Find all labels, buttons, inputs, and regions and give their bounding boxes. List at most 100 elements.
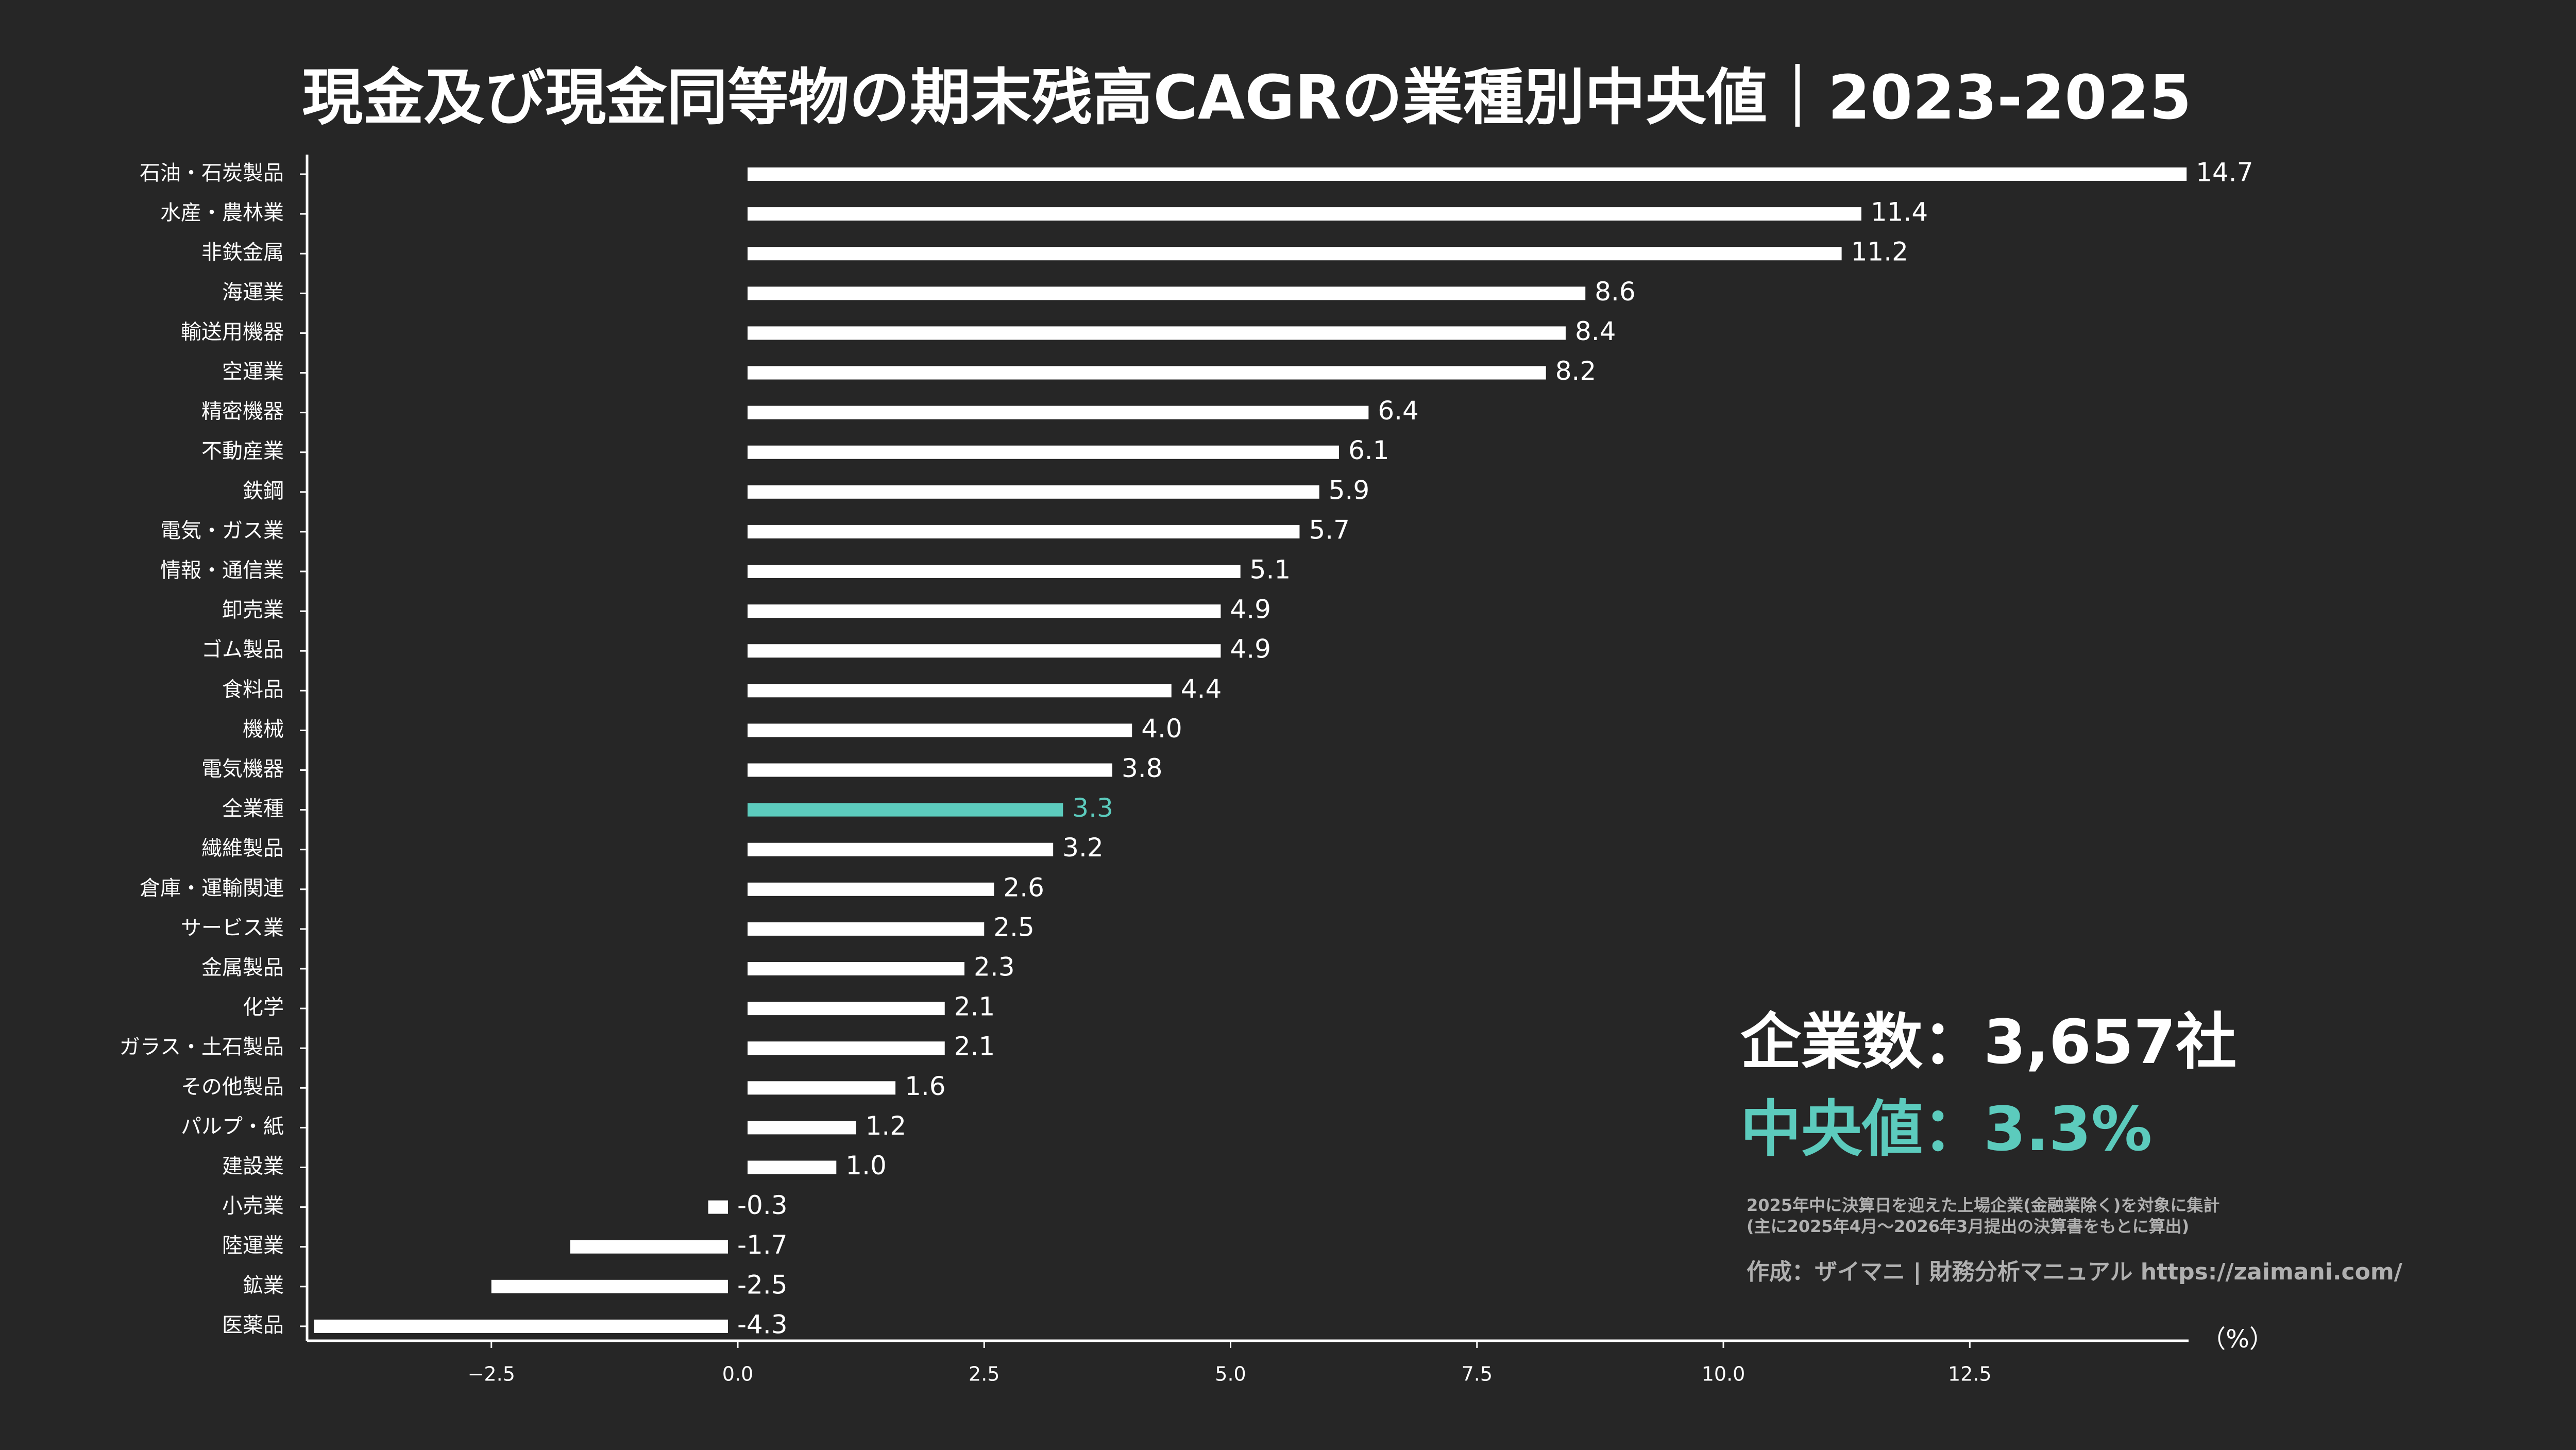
value-label: 8.2 [1555, 356, 1597, 386]
bar [748, 604, 1221, 618]
y-tick-label: その他製品 [181, 1075, 284, 1099]
x-tick-label: 5.0 [1215, 1363, 1246, 1386]
y-tick-label: 電気機器 [201, 757, 284, 781]
value-label: 5.7 [1309, 515, 1350, 545]
x-tick-label: 12.5 [1948, 1363, 1992, 1386]
value-label: 2.1 [954, 992, 995, 1022]
y-tick-label: パルプ・紙 [181, 1115, 284, 1138]
value-label: 1.6 [905, 1071, 946, 1101]
x-tick-label: 0.0 [722, 1363, 753, 1386]
chart-title: 現金及び現金同等物の期末残高CAGRの業種別中央値｜2023-2025 [302, 62, 2191, 133]
y-tick-label: サービス業 [181, 916, 284, 940]
y-tick-label: 繊維製品 [201, 837, 284, 861]
y-tick-label: 全業種 [222, 797, 284, 821]
value-label: -2.5 [737, 1270, 788, 1300]
x-tick-label: −2.5 [468, 1363, 515, 1386]
bar [748, 803, 1063, 817]
y-tick-label: 建設業 [222, 1155, 284, 1178]
x-tick-label: 10.0 [1702, 1363, 1745, 1386]
value-label: -4.3 [737, 1309, 788, 1339]
bar [748, 326, 1566, 340]
value-label: 3.8 [1122, 753, 1163, 783]
bar [748, 763, 1112, 777]
x-unit: （%） [2201, 1325, 2274, 1354]
annotation: 作成：ザイマニ | 財務分析マニュアル https://zaimani.com/ [1747, 1259, 2403, 1285]
y-tick-label: 金属製品 [201, 956, 284, 980]
annotation: 2025年中に決算日を迎えた上場企業(金融業除く)を対象に集計 [1747, 1195, 2219, 1215]
bar [708, 1200, 728, 1214]
y-tick-label: 鉄鋼 [243, 479, 284, 503]
y-tick-label: 鉱業 [243, 1274, 284, 1297]
bar [748, 247, 1842, 261]
value-label: 6.1 [1348, 435, 1389, 465]
value-label: 3.2 [1062, 833, 1104, 863]
bar [748, 1002, 945, 1016]
y-tick-label: ガラス・土石製品 [120, 1035, 284, 1059]
bar [748, 445, 1339, 459]
bar [748, 962, 964, 975]
x-tick-label: 7.5 [1462, 1363, 1493, 1386]
bar [748, 207, 1861, 221]
y-tick-label: 輸送用機器 [181, 320, 284, 344]
bar [748, 1081, 896, 1095]
value-label: 6.4 [1378, 396, 1419, 426]
y-tick-label: 卸売業 [222, 598, 284, 622]
value-label: -0.3 [737, 1190, 788, 1220]
y-tick-label: 石油・石炭製品 [140, 161, 284, 185]
value-label: -1.7 [737, 1230, 788, 1260]
value-label: 2.6 [1003, 872, 1044, 902]
annotation: 企業数：3,657社 [1740, 1006, 2236, 1077]
y-tick-label: 空運業 [222, 360, 284, 384]
value-label: 4.0 [1141, 714, 1182, 744]
value-label: 8.6 [1595, 277, 1636, 307]
value-label: 5.9 [1329, 475, 1370, 505]
bar [570, 1240, 728, 1254]
bar [748, 167, 2187, 181]
value-label: 3.3 [1072, 793, 1113, 823]
y-tick-label: 倉庫・運輸関連 [140, 876, 284, 900]
y-tick-label: 海運業 [222, 280, 284, 304]
y-tick-label: 小売業 [222, 1194, 284, 1218]
bar [748, 882, 994, 896]
y-tick-label: 非鉄金属 [201, 241, 284, 264]
value-label: 4.9 [1230, 595, 1271, 625]
bar [748, 1121, 856, 1135]
bar [491, 1279, 728, 1293]
value-label: 8.4 [1575, 316, 1616, 346]
bar [748, 1041, 945, 1055]
value-label: 2.3 [974, 952, 1015, 982]
annotation: 中央値：3.3% [1740, 1093, 2152, 1165]
value-label: 14.7 [2196, 158, 2253, 188]
value-label: 11.4 [1871, 197, 1928, 227]
y-tick-label: 精密機器 [201, 400, 284, 424]
bar [748, 922, 985, 936]
bar [748, 406, 1369, 419]
value-label: 1.0 [845, 1151, 887, 1181]
bar [314, 1319, 728, 1333]
y-tick-label: 食料品 [222, 678, 284, 701]
y-tick-label: 機械 [243, 717, 284, 741]
y-tick-label: 化学 [243, 996, 284, 1019]
y-tick-label: 陸運業 [222, 1234, 284, 1258]
y-tick-label: 水産・農林業 [160, 201, 284, 225]
bar [748, 684, 1172, 698]
bar [748, 286, 1586, 300]
bar [748, 525, 1300, 538]
bar [748, 723, 1132, 737]
value-label: 4.9 [1230, 634, 1271, 664]
value-label: 2.1 [954, 1032, 995, 1061]
y-tick-label: 不動産業 [201, 440, 284, 463]
x-tick-label: 2.5 [969, 1363, 999, 1386]
bar [748, 485, 1319, 499]
y-tick-label: 情報・通信業 [160, 559, 284, 582]
value-label: 1.2 [866, 1111, 907, 1141]
bar [748, 842, 1054, 856]
bar [748, 366, 1546, 380]
bar [748, 644, 1221, 658]
bar [748, 565, 1241, 578]
y-tick-label: 医薬品 [222, 1313, 284, 1337]
value-label: 5.1 [1250, 555, 1291, 585]
